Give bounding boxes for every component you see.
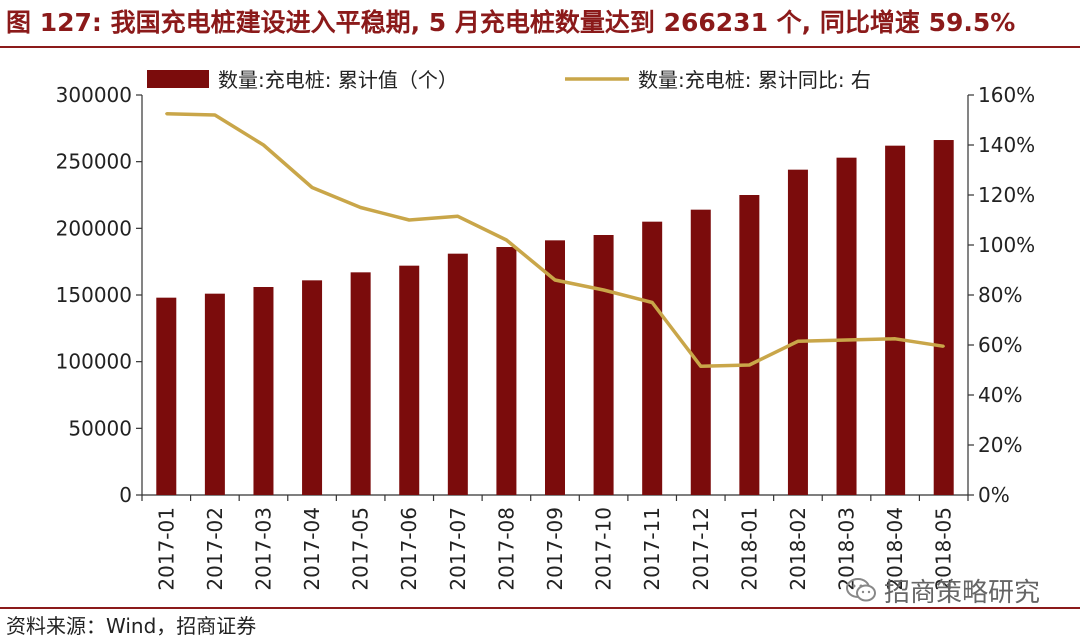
right-tick-label: 100% bbox=[978, 233, 1035, 257]
left-tick-label: 0 bbox=[119, 483, 132, 507]
source-note: 资料来源：Wind，招商证券 bbox=[6, 614, 257, 638]
figure-title: 图 127: 我国充电桩建设进入平稳期, 5 月充电桩数量达到 266231 个… bbox=[6, 8, 1016, 37]
x-tick-label: 2017-03 bbox=[251, 507, 275, 591]
right-tick-label: 140% bbox=[978, 133, 1035, 157]
x-tick-label: 2018-02 bbox=[786, 507, 810, 591]
line-point bbox=[602, 288, 605, 292]
footer-divider bbox=[0, 607, 1080, 609]
bar bbox=[739, 195, 760, 495]
line-series bbox=[165, 112, 945, 369]
right-tick-label: 80% bbox=[978, 283, 1022, 307]
x-tick-label: 2017-09 bbox=[543, 507, 567, 591]
line-point bbox=[456, 215, 460, 218]
line-point bbox=[942, 345, 945, 348]
bar bbox=[399, 265, 420, 495]
right-tick-label: 120% bbox=[978, 183, 1035, 207]
line-point bbox=[505, 238, 508, 242]
watermark: 招商策略研究 bbox=[846, 572, 1040, 608]
legend-label-bar: 数量:充电桩: 累计值（个） bbox=[218, 68, 458, 92]
x-tick-label: 2017-08 bbox=[494, 507, 518, 591]
line-point bbox=[845, 338, 848, 342]
chart-legend: 数量:充电桩: 累计值（个） 数量:充电桩: 累计同比: 右 bbox=[147, 68, 871, 92]
line-point bbox=[213, 113, 217, 117]
bar bbox=[253, 287, 274, 495]
line-point bbox=[650, 301, 654, 304]
right-tick-label: 160% bbox=[978, 83, 1035, 107]
line-point bbox=[262, 143, 265, 147]
line-point bbox=[748, 363, 751, 367]
x-tick-label: 2017-02 bbox=[203, 507, 227, 591]
x-tick-label: 2017-06 bbox=[397, 507, 421, 591]
left-tick-label: 100000 bbox=[56, 350, 132, 374]
bar bbox=[302, 280, 323, 495]
x-tick-label: 2017-05 bbox=[349, 507, 373, 591]
x-tick-label: 2018-03 bbox=[835, 507, 859, 591]
bar bbox=[690, 209, 711, 495]
bar bbox=[836, 157, 857, 495]
right-tick-label: 0% bbox=[978, 483, 1010, 507]
x-tick-label: 2018-04 bbox=[883, 507, 907, 591]
left-tick-label: 150000 bbox=[56, 283, 132, 307]
x-tick-label: 2017-01 bbox=[154, 507, 178, 591]
x-tick-label: 2018-05 bbox=[932, 507, 956, 591]
line-point bbox=[359, 206, 362, 209]
line-point bbox=[699, 365, 702, 368]
right-tick-label: 40% bbox=[978, 383, 1022, 407]
left-tick-label: 200000 bbox=[56, 216, 132, 240]
bar bbox=[156, 297, 177, 495]
bar bbox=[642, 221, 663, 495]
left-tick-label: 300000 bbox=[56, 83, 132, 107]
line-point bbox=[796, 340, 800, 343]
x-tick-label: 2017-10 bbox=[592, 507, 616, 591]
x-tick-label: 2017-12 bbox=[689, 507, 713, 591]
x-tick-label: 2017-04 bbox=[300, 507, 324, 591]
bar bbox=[933, 140, 954, 495]
chart-axes: 0 50000 100000 150000 200000 250000 300000 0% 20… bbox=[56, 83, 1036, 591]
legend-swatch-bar bbox=[147, 70, 209, 88]
bar bbox=[496, 247, 517, 495]
left-tick-label: 250000 bbox=[56, 150, 132, 174]
x-tick-label: 2018-01 bbox=[737, 507, 761, 591]
bar bbox=[350, 272, 371, 495]
line-point bbox=[310, 186, 314, 189]
bar bbox=[545, 240, 565, 495]
x-tick-label: 2017-11 bbox=[640, 507, 664, 591]
right-tick-label: 20% bbox=[978, 433, 1022, 457]
bar bbox=[787, 169, 808, 495]
bar bbox=[447, 253, 468, 495]
left-tick-label: 50000 bbox=[68, 416, 132, 440]
title-divider bbox=[0, 46, 1080, 48]
legend-label-line: 数量:充电桩: 累计同比: 右 bbox=[638, 68, 871, 92]
line-point bbox=[165, 112, 168, 115]
x-tick-label: 2017-07 bbox=[446, 507, 470, 591]
bar bbox=[204, 293, 225, 495]
watermark-text: 招商策略研究 bbox=[884, 577, 1041, 608]
bar bbox=[593, 235, 614, 495]
line-point bbox=[893, 337, 897, 340]
wechat-icon bbox=[846, 578, 876, 602]
bar-series bbox=[156, 140, 954, 495]
right-tick-label: 60% bbox=[978, 333, 1022, 357]
line-point bbox=[408, 218, 411, 222]
line-point bbox=[553, 278, 557, 282]
bar bbox=[885, 145, 906, 495]
